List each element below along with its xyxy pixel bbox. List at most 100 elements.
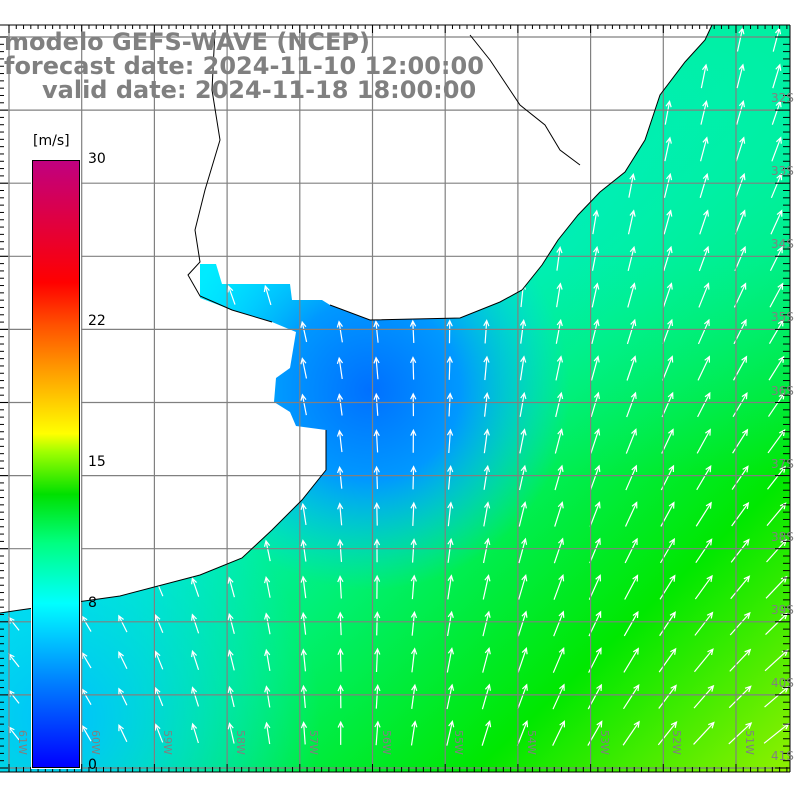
longitude-label: 54W bbox=[524, 730, 538, 755]
wind-arrow bbox=[770, 209, 783, 235]
wind-arrow bbox=[663, 172, 673, 198]
latitude-label: 40S bbox=[771, 675, 794, 690]
wind-arrow bbox=[730, 575, 751, 600]
land-mass bbox=[0, 25, 712, 613]
colorbar-tick-label: 22 bbox=[88, 312, 106, 329]
wind-arrow bbox=[446, 647, 455, 673]
wind-arrow bbox=[659, 611, 676, 637]
wind-arrow bbox=[590, 391, 600, 418]
wind-arrow bbox=[337, 720, 344, 745]
wind-arrow bbox=[624, 537, 638, 564]
wind-arrow bbox=[661, 355, 674, 381]
wind-arrow bbox=[698, 282, 710, 308]
wind-arrow bbox=[772, 63, 782, 89]
latitude-label: 34S bbox=[771, 237, 794, 252]
wind-arrow bbox=[519, 282, 527, 308]
wind-arrow bbox=[694, 574, 713, 600]
wind-arrow bbox=[118, 723, 128, 743]
colorbar-tick-label: 0 bbox=[88, 757, 97, 773]
wind-arrow bbox=[410, 501, 417, 526]
wind-arrow bbox=[623, 610, 639, 637]
longitude-label: 60W bbox=[88, 730, 102, 755]
wind-arrow bbox=[374, 720, 381, 746]
lat-lon-grid bbox=[0, 25, 790, 772]
wind-arrow bbox=[625, 464, 638, 491]
latitude-label: 32S bbox=[771, 91, 794, 106]
wind-arrow bbox=[446, 428, 454, 454]
axis-ticks bbox=[0, 24, 791, 773]
wind-arrow bbox=[373, 392, 380, 416]
wind-arrow bbox=[590, 355, 600, 381]
wind-arrow bbox=[446, 355, 453, 380]
wind-arrow bbox=[697, 355, 710, 381]
wind-arrow bbox=[553, 610, 565, 637]
wind-arrow bbox=[482, 537, 491, 564]
colorbar-tick-label: 30 bbox=[88, 151, 106, 167]
wind-arrow bbox=[264, 685, 271, 708]
wind-arrow bbox=[693, 684, 715, 709]
wind-arrow bbox=[627, 245, 636, 271]
wind-arrow bbox=[518, 501, 527, 527]
wind-arrow bbox=[554, 501, 564, 527]
wind-arrow bbox=[300, 539, 307, 562]
wind-arrow bbox=[626, 318, 637, 345]
wind-arrow bbox=[337, 538, 344, 562]
wind-arrow bbox=[730, 538, 750, 563]
wind-arrow bbox=[735, 172, 746, 199]
wind-arrow bbox=[191, 613, 200, 634]
wind-arrow bbox=[518, 464, 527, 491]
wind-arrow bbox=[264, 612, 271, 635]
wind-arrow bbox=[227, 576, 235, 598]
wind-arrow bbox=[696, 464, 712, 491]
wind-arrow bbox=[552, 683, 565, 710]
wind-arrow bbox=[555, 318, 563, 344]
wind-arrow bbox=[373, 465, 380, 490]
wind-arrow bbox=[300, 393, 307, 416]
wind-arrow bbox=[771, 136, 782, 162]
latitude-label: 36S bbox=[771, 383, 794, 398]
wind-arrow bbox=[410, 647, 418, 673]
wind-arrow bbox=[300, 611, 307, 635]
wind-arrow bbox=[482, 647, 491, 673]
wind-arrow bbox=[700, 99, 709, 125]
wind-arrow bbox=[657, 721, 678, 746]
wind-arrow bbox=[664, 136, 672, 162]
latitude-label: 35S bbox=[771, 310, 794, 325]
wind-arrow bbox=[624, 501, 638, 527]
wind-arrow bbox=[555, 355, 564, 381]
wind-arrow bbox=[482, 574, 491, 600]
wind-arrow bbox=[263, 284, 272, 306]
wind-arrow bbox=[373, 319, 380, 343]
wind-arrow bbox=[589, 537, 601, 564]
wind-arrow bbox=[693, 648, 714, 673]
latitude-label: 39S bbox=[771, 602, 794, 617]
wind-arrow bbox=[664, 100, 672, 125]
wind-arrow bbox=[699, 136, 709, 162]
wind-arrow bbox=[663, 209, 673, 235]
wind-arrow bbox=[662, 318, 674, 345]
wind-arrow bbox=[591, 245, 600, 271]
latitude-label: 33S bbox=[771, 164, 794, 179]
wind-arrow bbox=[519, 318, 527, 344]
wind-arrow bbox=[227, 685, 235, 708]
wind-arrow bbox=[374, 611, 381, 636]
wind-arrow bbox=[300, 648, 307, 672]
wind-arrow bbox=[446, 610, 454, 637]
wind-arrow bbox=[700, 63, 709, 89]
wind-arrow bbox=[658, 684, 677, 709]
wind-arrow bbox=[628, 172, 636, 198]
wind-arrow bbox=[410, 428, 417, 453]
wind-arrow bbox=[374, 647, 381, 673]
wind-arrow bbox=[622, 683, 640, 710]
wind-arrow bbox=[409, 356, 417, 380]
wind-arrow bbox=[411, 683, 418, 709]
wind-arrow bbox=[697, 391, 711, 418]
wind-arrow bbox=[410, 720, 418, 746]
wind-arrow bbox=[623, 647, 640, 673]
wind-arrow bbox=[191, 686, 200, 707]
wind-arrow bbox=[483, 501, 491, 527]
wind-arrow bbox=[658, 647, 677, 673]
wind-arrow bbox=[264, 721, 271, 745]
wind-arrow bbox=[517, 610, 528, 637]
